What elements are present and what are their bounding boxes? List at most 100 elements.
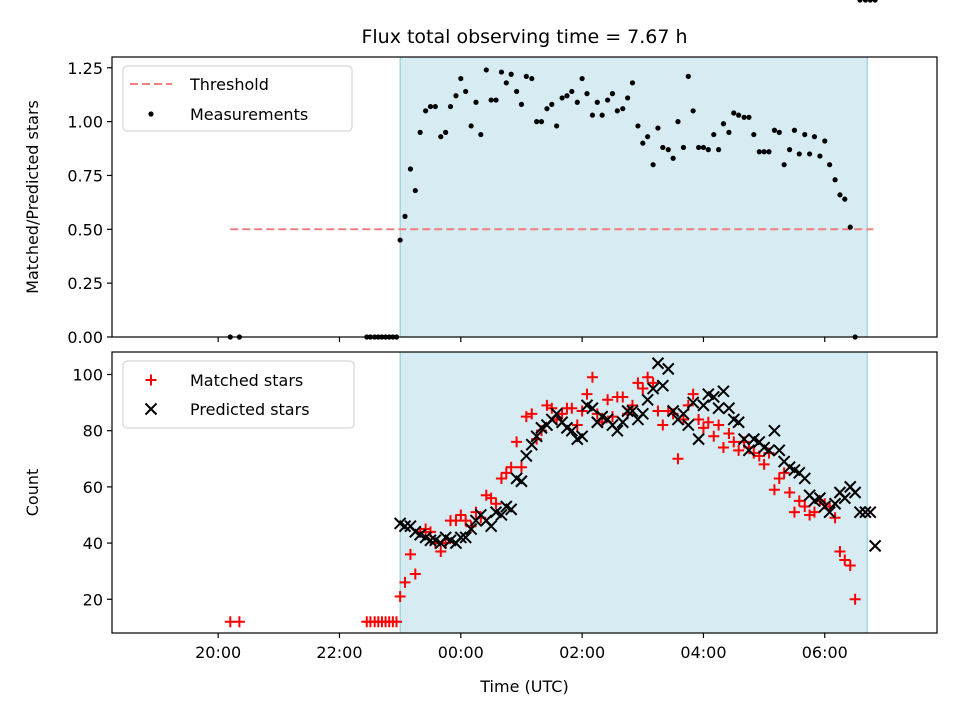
measurement-point xyxy=(690,108,696,114)
measurement-point xyxy=(438,134,444,140)
measurement-point xyxy=(559,95,565,101)
y-tick-label: 1.25 xyxy=(67,59,103,78)
measurement-point xyxy=(645,134,651,140)
measurement-point xyxy=(538,119,545,125)
measurement-point xyxy=(393,334,400,340)
predicted-star-point xyxy=(651,357,665,370)
measurement-point xyxy=(852,334,858,340)
predicted-star-point xyxy=(859,505,872,519)
measurement-point xyxy=(379,334,385,340)
predicted-star-point xyxy=(848,486,862,499)
y-tick-label: 0.50 xyxy=(67,220,103,239)
chart-title: Flux total observing time = 7.67 h xyxy=(361,26,687,48)
measurement-point xyxy=(503,80,509,86)
predicted-star-point xyxy=(611,424,624,437)
measurement-point xyxy=(751,131,757,138)
matched-star-point xyxy=(404,548,416,560)
predicted-star-point xyxy=(464,522,478,536)
measurement-point xyxy=(842,196,848,202)
measurement-point xyxy=(443,129,449,135)
predicted-star-point xyxy=(626,404,639,418)
matched-star-point xyxy=(793,495,805,507)
predicted-star-point xyxy=(742,444,756,457)
measurement-point xyxy=(523,73,529,79)
measurement-point xyxy=(458,75,464,82)
measurement-point xyxy=(680,144,687,151)
measurement-point xyxy=(518,101,525,107)
legend-threshold-label: Threshold xyxy=(189,75,269,94)
measurement-point xyxy=(796,151,802,157)
predicted-star-point xyxy=(666,404,680,418)
measurement-point xyxy=(756,149,762,155)
measurement-point xyxy=(807,151,813,157)
measurement-point xyxy=(695,144,702,151)
measurement-point xyxy=(700,144,707,151)
predicted-star-point xyxy=(662,362,675,376)
y-axis-label: Count xyxy=(23,469,42,517)
measurement-point xyxy=(423,108,429,114)
y-tick-label: 0.25 xyxy=(67,274,103,293)
predicted-star-point xyxy=(737,432,751,446)
matched-star-point xyxy=(758,458,770,470)
measurement-point xyxy=(766,149,772,155)
measurement-point xyxy=(771,127,778,133)
measurement-point xyxy=(594,99,600,105)
measurement-point xyxy=(817,153,823,159)
x-tick-label: 00:00 xyxy=(438,643,484,662)
matched-star-point xyxy=(606,411,618,423)
predicted-star-point xyxy=(515,475,528,488)
x-tick-label: 02:00 xyxy=(559,643,605,662)
matched-star-point xyxy=(647,377,659,389)
predicted-star-point xyxy=(677,407,690,421)
y-tick-label: 1.00 xyxy=(67,113,103,132)
predicted-star-point xyxy=(707,390,720,404)
measurement-point xyxy=(660,144,666,151)
measurement-point xyxy=(811,134,818,140)
measurement-point xyxy=(655,125,661,131)
measurement-point xyxy=(417,129,423,135)
predicted-star-point xyxy=(530,430,543,443)
plot-frame xyxy=(111,56,938,338)
legend-measurements-label: Measurements xyxy=(190,105,308,124)
measurement-point xyxy=(534,119,540,125)
measurement-point xyxy=(498,69,505,75)
predicted-star-point xyxy=(621,404,634,418)
y-axis-label: Matched/Predicted stars xyxy=(23,100,42,294)
measurement-point xyxy=(397,237,403,243)
measurement-point xyxy=(675,119,681,125)
matched-star-point xyxy=(717,442,729,454)
predicted-star-point xyxy=(868,539,882,553)
matched-star-point xyxy=(839,554,851,566)
measurement-point xyxy=(367,334,374,340)
predicted-star-point xyxy=(838,491,852,505)
measurement-point xyxy=(711,131,717,138)
predicted-star-point xyxy=(424,534,437,547)
measurement-point xyxy=(390,334,396,340)
matched-star-point xyxy=(642,371,654,383)
matched-star-point xyxy=(632,377,644,389)
x-tick-label: 06:00 xyxy=(802,643,848,662)
matched-star-point xyxy=(829,512,841,524)
y-tick-label: 40 xyxy=(83,534,103,553)
measurement-point xyxy=(635,123,641,129)
predicted-star-point xyxy=(550,407,563,421)
measurement-point xyxy=(605,97,611,103)
matched-star-point xyxy=(773,472,785,484)
matched-star-point xyxy=(687,388,699,400)
matched-star-point xyxy=(586,371,598,383)
matched-star-point xyxy=(784,487,796,498)
measurement-point xyxy=(544,106,550,112)
predicted-star-point xyxy=(823,505,836,519)
matched-star-point xyxy=(495,472,507,484)
matched-star-point xyxy=(708,430,720,442)
matched-star-point xyxy=(733,444,745,456)
measurement-point xyxy=(483,67,489,73)
legend-matched-label: Matched stars xyxy=(190,371,303,390)
measurement-point xyxy=(802,131,808,138)
measurement-point xyxy=(432,103,438,110)
measurement-point xyxy=(726,129,732,135)
measurement-point xyxy=(407,166,414,172)
measurement-point xyxy=(867,0,873,3)
measurement-point xyxy=(569,88,575,95)
measurement-point xyxy=(665,147,671,153)
